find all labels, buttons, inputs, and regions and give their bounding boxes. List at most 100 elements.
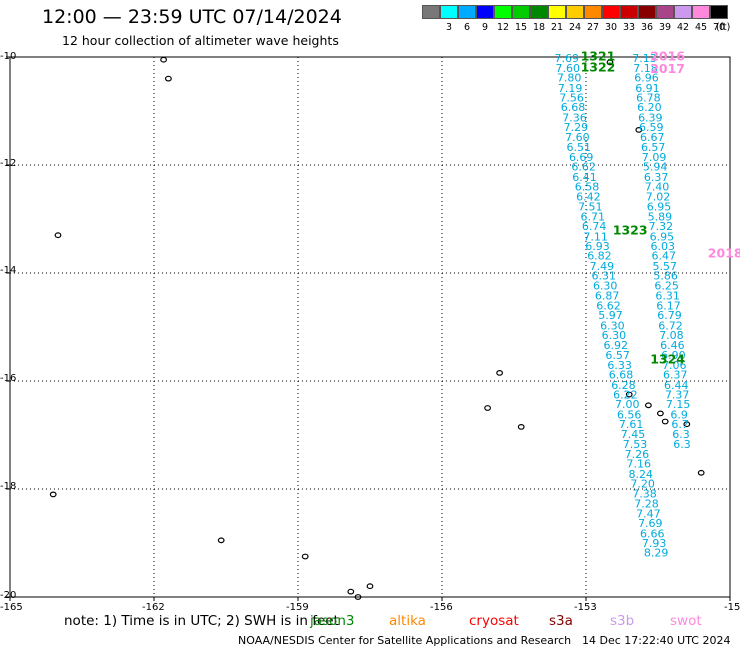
island-outline [301,553,309,560]
wave-height-label: 7.11 [583,230,608,243]
scale-tick-label: 9 [481,22,489,33]
wave-height-label: 7.93 [642,537,667,550]
wave-height-label: 8.29 [644,547,669,560]
wave-height-label: 6.28 [611,379,636,392]
wave-height-label: 7.45 [621,428,646,441]
scale-swatch [458,5,476,19]
wave-height-label: 6.7 [671,418,689,431]
track-id-label: 1323 [613,222,648,237]
satellite-legend-s3a: s3a [549,613,573,629]
wave-height-label: 7.80 [557,72,582,85]
satellite-legend-jason3: jason3 [310,613,355,629]
wave-height-label: 7.49 [590,260,615,273]
wave-height-label: 6.37 [644,171,669,184]
scale-tick-label: 39 [658,22,672,33]
scale-tick-label: 33 [622,22,636,33]
scale-swatch [656,5,674,19]
wave-height-label: 6.51 [567,141,592,154]
island-outline [484,405,492,411]
wave-height-label: 5.89 [648,210,673,223]
wave-height-label: 6.25 [654,279,679,292]
scale-tick-label: 15 [514,22,528,33]
wave-height-label: 6.31 [592,270,617,283]
wave-height-label: 7.60 [565,131,590,144]
wave-height-label: 7.28 [634,498,659,511]
wave-height-label: 6.22 [613,389,638,402]
island-outline [635,126,643,133]
wave-height-label: 6.79 [657,309,682,322]
wave-height-label: 6.90 [661,349,686,362]
scale-tick-label: 27 [586,22,600,33]
scale-swatch [494,5,512,19]
wave-height-label: 6.74 [582,220,607,233]
wave-height-label: 6.47 [652,250,677,263]
scale-swatch [440,5,458,19]
wave-height-label: 8.24 [628,468,653,481]
track-id-label: 2017 [650,61,685,76]
island-outline [164,75,172,82]
wave-height-label: 7.60 [556,62,581,75]
wave-height-label: 6.62 [596,299,621,312]
wave-height-label: 6.87 [595,290,620,303]
island-outline [49,491,57,498]
scale-tick-label: 21 [550,22,564,33]
scale-tick-label: 36 [640,22,654,33]
scale-swatch [566,5,584,19]
wave-height-label: 7.15 [666,398,691,411]
island-outline [625,391,633,398]
wave-height-label: 6.03 [651,240,676,253]
lat-label: -16 [0,373,17,384]
wave-height-label: 6.44 [664,379,689,392]
wave-height-label: 6.95 [647,201,672,214]
footer-date: 14 Dec 17:22:40 UTC 2024 [582,634,731,647]
wave-height-label: 7.26 [625,448,650,461]
scale-swatch [584,5,602,19]
scale-tick-label: 70 [712,22,726,33]
wave-height-label: 7.02 [646,190,671,203]
track-id-label: 1324 [650,351,685,366]
wave-height-label: 6.96 [634,72,659,85]
wave-height-label: 6.3 [673,438,691,451]
scale-tick-label: 45 [694,22,708,33]
wave-height-label: 6.91 [635,82,660,95]
wave-height-label: 7.06 [662,359,687,372]
lon-label: -156 [430,602,453,613]
lat-label: -18 [0,481,17,492]
scale-swatch [692,5,710,19]
scale-swatch [476,5,494,19]
wave-height-label: 6.57 [641,141,666,154]
track-id-label: 1322 [581,60,616,75]
wave-height-label: 7.51 [578,201,603,214]
island-outline [160,56,168,63]
wave-height-label: 6.68 [609,369,634,382]
wave-height-label: 7.40 [645,181,670,194]
island-outline [517,424,525,430]
wave-height-label: 6.46 [660,339,685,352]
satellite-legend-swot: swot [670,613,702,629]
island-outline [645,402,652,409]
wave-height-label: 7.16 [627,458,652,471]
lon-label: -15 [724,602,740,613]
note-text: note: 1) Time is in UTC; 2) SWH is in fe… [64,613,339,629]
satellite-legend-s3b: s3b [610,613,635,629]
chart-title: 12:00 — 23:59 UTC 07/14/2024 [42,6,342,28]
island-outline [657,410,664,417]
wave-height-label: 7.69 [638,517,663,530]
scale-tick-label: 24 [568,22,582,33]
wave-height-label: 6.92 [604,339,629,352]
island-outline [606,59,614,66]
wave-height-label: 7.37 [665,389,690,402]
wave-height-label: 6.9 [670,408,688,421]
wave-height-label: 5.94 [643,161,668,174]
wave-height-label: 7.61 [619,418,644,431]
lon-label: -153 [574,602,597,613]
scale-unit-label: (ft) [716,22,731,33]
scale-swatch [512,5,530,19]
island-outline [347,588,355,595]
scale-swatch [422,5,440,19]
wave-height-label: 6.66 [640,527,665,540]
wave-height-label: 7.53 [623,438,648,451]
wave-height-label: 6.31 [655,290,680,303]
wave-height-label: 6.82 [587,250,612,263]
